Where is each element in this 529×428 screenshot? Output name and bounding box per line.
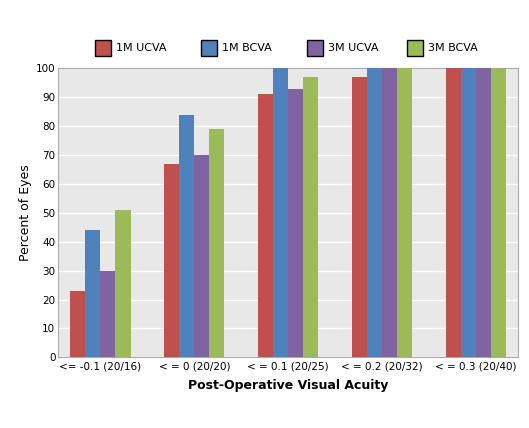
Bar: [461, 68, 476, 357]
Bar: [352, 77, 367, 357]
Bar: [115, 210, 131, 357]
Bar: [382, 68, 397, 357]
FancyBboxPatch shape: [95, 40, 111, 56]
Bar: [397, 68, 412, 357]
Bar: [70, 291, 85, 357]
Text: 3M UCVA: 3M UCVA: [328, 43, 378, 53]
FancyBboxPatch shape: [407, 40, 423, 56]
Bar: [101, 271, 115, 357]
Text: Medscape: Medscape: [6, 9, 108, 27]
Bar: [165, 164, 179, 357]
FancyBboxPatch shape: [201, 40, 217, 56]
Bar: [273, 68, 288, 357]
Bar: [476, 68, 491, 357]
FancyBboxPatch shape: [307, 40, 323, 56]
Bar: [194, 155, 209, 357]
Y-axis label: Percent of Eyes: Percent of Eyes: [19, 164, 32, 262]
Text: 3M BCVA: 3M BCVA: [428, 43, 478, 53]
Text: Source: BMC Ophthalmology © 1999-2012 BioMed Central Ltd: Source: BMC Ophthalmology © 1999-2012 Bi…: [83, 409, 446, 419]
Text: 1M BCVA: 1M BCVA: [222, 43, 272, 53]
Text: 1M UCVA: 1M UCVA: [116, 43, 167, 53]
Bar: [209, 129, 224, 357]
Text: Post-Operative Visual Acuity: Post-Operative Visual Acuity: [188, 379, 388, 392]
Bar: [85, 230, 101, 357]
Bar: [303, 77, 318, 357]
Bar: [367, 68, 382, 357]
Bar: [446, 68, 461, 357]
Bar: [491, 68, 506, 357]
Bar: [179, 115, 194, 357]
Bar: [258, 95, 273, 357]
Bar: [288, 89, 303, 357]
